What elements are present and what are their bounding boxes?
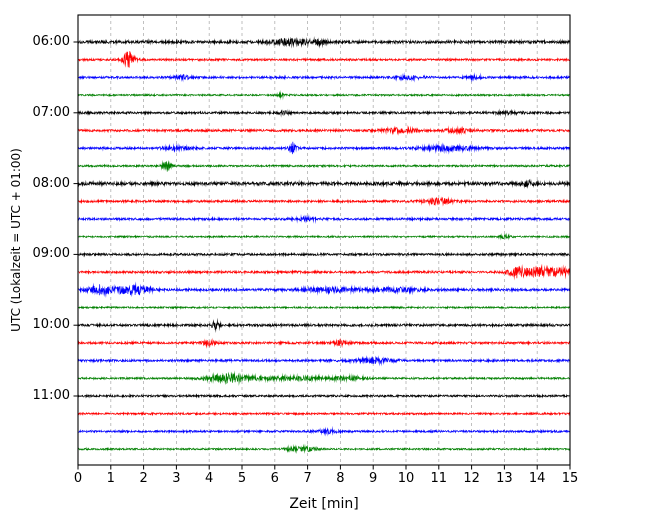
- x-tick-label: 2: [139, 471, 148, 486]
- x-tick-label: 0: [73, 471, 83, 486]
- x-tick-label: 5: [237, 471, 247, 486]
- x-tick-label: 4: [205, 471, 214, 486]
- x-tick-label: 13: [496, 471, 513, 486]
- x-tick-label: 14: [528, 471, 546, 486]
- x-tick-label: 3: [172, 471, 181, 486]
- x-tick-label: 8: [336, 471, 345, 486]
- x-tick-label: 10: [397, 471, 415, 486]
- x-tick-label: 15: [561, 471, 579, 486]
- x-tick-label: 7: [303, 471, 312, 486]
- hour-tick-label: 07:00: [32, 104, 70, 120]
- x-tick-label: 11: [430, 471, 448, 486]
- x-tick-label: 9: [369, 471, 378, 486]
- hour-tick-label: 10:00: [32, 317, 70, 333]
- hour-tick-label: 06:00: [32, 34, 70, 49]
- x-axis-label: Zeit [min]: [289, 496, 359, 512]
- x-tick-label: 12: [463, 471, 480, 486]
- x-tick-label: 1: [106, 471, 115, 486]
- hour-tick-label: 11:00: [32, 388, 70, 403]
- hour-tick-label: 08:00: [32, 175, 70, 191]
- hour-tick-label: 09:00: [32, 246, 70, 262]
- x-tick-label: 6: [270, 471, 279, 486]
